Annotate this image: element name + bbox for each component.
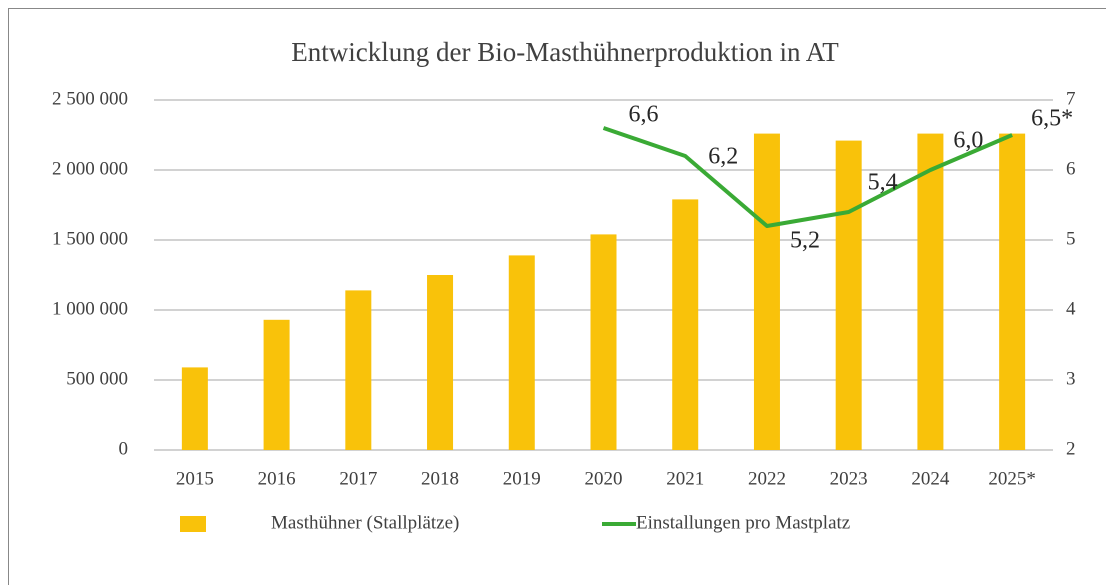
bar bbox=[999, 133, 1026, 450]
data-label: 6,5* bbox=[1031, 106, 1073, 132]
line-series bbox=[602, 126, 1013, 228]
x-tick-label: 2015 bbox=[176, 468, 214, 489]
bar bbox=[263, 319, 290, 450]
x-tick-label: 2025* bbox=[988, 468, 1036, 489]
data-label: 5,4 bbox=[868, 170, 898, 196]
legend-swatch bbox=[180, 516, 206, 532]
bar bbox=[427, 275, 454, 450]
legend-label: Masthühner (Stallplätze) bbox=[271, 512, 459, 533]
x-tick-label: 2023 bbox=[830, 468, 868, 489]
bar bbox=[917, 133, 944, 450]
x-tick-label: 2018 bbox=[421, 468, 459, 489]
x-tick-label: 2022 bbox=[748, 468, 786, 489]
x-tick-label: 2021 bbox=[666, 468, 704, 489]
y2-tick-label: 4 bbox=[1066, 298, 1076, 319]
chart-title: Entwicklung der Bio-Masthühnerproduktion… bbox=[291, 37, 839, 67]
x-tick-label: 2019 bbox=[503, 468, 541, 489]
y2-tick-label: 7 bbox=[1066, 88, 1076, 109]
y2-tick-label: 5 bbox=[1066, 228, 1076, 249]
bar bbox=[508, 255, 535, 450]
y-tick-label: 1 000 000 bbox=[52, 298, 128, 319]
legend-label: Einstallungen pro Mastplatz bbox=[636, 512, 850, 533]
data-label: 6,0 bbox=[953, 128, 983, 154]
bar bbox=[590, 234, 617, 450]
data-label: 5,2 bbox=[790, 228, 820, 254]
bar bbox=[672, 199, 699, 450]
chart-border bbox=[8, 8, 1106, 585]
x-tick-label: 2020 bbox=[585, 468, 623, 489]
y-tick-label: 0 bbox=[119, 438, 129, 459]
data-label: 6,6 bbox=[629, 102, 659, 128]
y-tick-label: 2 000 000 bbox=[52, 158, 128, 179]
y2-tick-label: 3 bbox=[1066, 368, 1076, 389]
bar bbox=[181, 367, 208, 450]
y-tick-label: 1 500 000 bbox=[52, 228, 128, 249]
bar bbox=[835, 140, 862, 450]
data-label: 6,2 bbox=[708, 144, 738, 170]
y-tick-label: 2 500 000 bbox=[52, 88, 128, 109]
x-tick-label: 2017 bbox=[339, 468, 377, 489]
x-tick-label: 2016 bbox=[258, 468, 296, 489]
bar bbox=[345, 290, 372, 450]
y2-tick-label: 2 bbox=[1066, 438, 1076, 459]
x-tick-label: 2024 bbox=[911, 468, 950, 489]
bar bbox=[753, 133, 780, 450]
y-tick-label: 500 000 bbox=[66, 368, 128, 389]
y2-tick-label: 6 bbox=[1066, 158, 1076, 179]
